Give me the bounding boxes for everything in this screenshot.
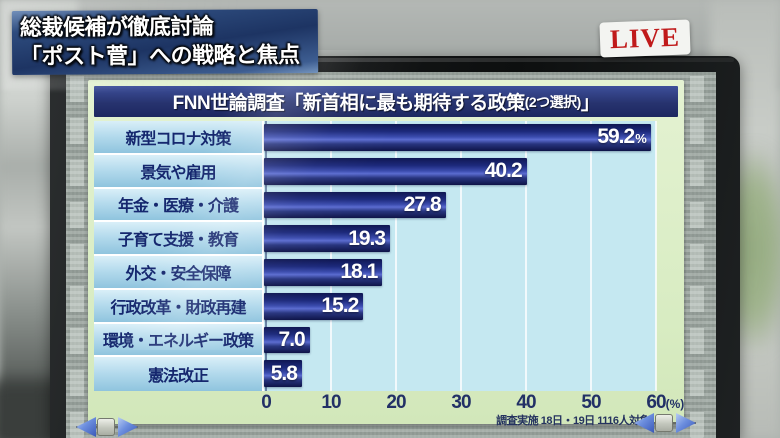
row-plot: 7.0 bbox=[264, 324, 656, 358]
x-tick-label: 50 bbox=[581, 392, 601, 413]
row-plot: 19.3 bbox=[264, 222, 656, 256]
x-tick-label: 20 bbox=[386, 392, 406, 413]
bar: 40.2 bbox=[264, 157, 527, 185]
chart-row: 新型コロナ対策 59.2% bbox=[94, 121, 656, 155]
gridline bbox=[394, 121, 397, 391]
x-tick-label: 60 (%) bbox=[646, 392, 685, 413]
pager-page-box[interactable] bbox=[97, 418, 115, 436]
x-tick-label: 30 bbox=[451, 392, 471, 413]
chart-row: 外交・安全保障 18.1 bbox=[94, 256, 656, 290]
chart-row: 年金・医療・介護 27.8 bbox=[94, 188, 656, 223]
category-label: 行政改革・財政再建 bbox=[94, 289, 264, 324]
row-plot: 27.8 bbox=[264, 189, 656, 223]
gridline bbox=[329, 121, 332, 391]
watermark-strip-right bbox=[690, 72, 704, 438]
bar-value-label: 40.2 bbox=[484, 159, 523, 183]
chart-plot-area: 新型コロナ対策 59.2% 景気や雇用 40.2 年金・医療・介護 27.8 子… bbox=[94, 121, 657, 391]
category-label: 子育て支援・教育 bbox=[94, 222, 264, 256]
monitor-screen: FNN世論調査「新首相に最も期待する政策 (2つ選択)」 新型コロナ対策 59.2… bbox=[66, 72, 716, 438]
pager-control-right bbox=[634, 412, 696, 434]
category-label: 憲法改正 bbox=[94, 357, 264, 391]
row-plot: 18.1 bbox=[264, 256, 656, 290]
survey-footnote: 調査実施 18日・19日 1116人対象 bbox=[496, 415, 650, 427]
bar: 7.0 bbox=[264, 326, 310, 354]
row-plot: 5.8 bbox=[264, 357, 656, 391]
x-tick-label: 40 bbox=[516, 392, 536, 413]
poll-chart-card: FNN世論調査「新首相に最も期待する政策 (2つ選択)」 新型コロナ対策 59.2… bbox=[88, 80, 684, 427]
monitor-bezel-highlight bbox=[54, 58, 734, 62]
bar-value-label: 27.8 bbox=[403, 192, 442, 216]
bar: 15.2 bbox=[264, 292, 364, 320]
category-label: 景気や雇用 bbox=[94, 154, 264, 189]
headline-line-1: 総裁候補が徹底討論 bbox=[19, 13, 214, 41]
previous-arrow-icon[interactable] bbox=[76, 417, 96, 437]
x-axis: 0 10 20 30 40 50 60 (%) bbox=[261, 392, 684, 414]
pager-page-box[interactable] bbox=[655, 414, 673, 432]
chart-title-main: FNN世論調査「新首相に最も期待する政策 bbox=[172, 93, 526, 114]
row-plot: 40.2 bbox=[264, 155, 656, 189]
bar-value-label: 59.2% bbox=[597, 125, 647, 149]
chart-row: 行政改革・財政再建 15.2 bbox=[94, 289, 656, 324]
bar-value-label: 5.8 bbox=[270, 361, 298, 385]
bar: 27.8 bbox=[264, 191, 446, 219]
next-arrow-icon[interactable] bbox=[676, 413, 696, 433]
pager-control-left bbox=[76, 416, 138, 438]
gridline bbox=[655, 121, 657, 391]
bar-value-label: 18.1 bbox=[340, 260, 378, 284]
headline-line-2: 「ポスト菅」への戦略と焦点 bbox=[20, 42, 300, 70]
gridlines bbox=[265, 121, 657, 391]
x-tick-label: 10 bbox=[321, 392, 341, 413]
chart-row: 景気や雇用 40.2 bbox=[94, 154, 656, 189]
category-label: 新型コロナ対策 bbox=[94, 121, 264, 155]
category-label: 年金・医療・介護 bbox=[94, 188, 264, 223]
bar: 18.1 bbox=[264, 259, 383, 286]
bar-value-label: 7.0 bbox=[278, 327, 306, 351]
gridline bbox=[524, 121, 527, 391]
axis-unit-suffix: (%) bbox=[665, 397, 685, 411]
bar-value-label: 19.3 bbox=[348, 226, 386, 250]
chart-title-close: 」 bbox=[580, 93, 600, 114]
category-label: 環境・エネルギー政策 bbox=[94, 323, 264, 358]
bar: 5.8 bbox=[264, 360, 302, 387]
chart-title-note: (2つ選択) bbox=[524, 93, 582, 110]
bar: 59.2% bbox=[264, 124, 651, 151]
row-plot: 15.2 bbox=[264, 290, 656, 324]
gridline bbox=[265, 121, 267, 391]
chart-row: 子育て支援・教育 19.3 bbox=[94, 222, 656, 256]
watermark-strip-left bbox=[70, 72, 84, 438]
gridline bbox=[590, 121, 592, 391]
x-tick-label: 0 bbox=[261, 392, 272, 413]
headline-banner: 総裁候補が徹底討論 「ポスト菅」への戦略と焦点 bbox=[11, 8, 319, 76]
live-badge: LIVE bbox=[599, 19, 691, 58]
bar-value-label: 15.2 bbox=[321, 294, 359, 318]
chart-row: 憲法改正 5.8 bbox=[94, 357, 656, 391]
chart-row: 環境・エネルギー政策 7.0 bbox=[94, 323, 656, 358]
category-label: 外交・安全保障 bbox=[94, 256, 264, 290]
percent-suffix: % bbox=[635, 131, 647, 147]
next-arrow-icon[interactable] bbox=[118, 417, 138, 437]
chart-title: FNN世論調査「新首相に最も期待する政策 (2つ選択)」 bbox=[94, 86, 678, 117]
previous-arrow-icon[interactable] bbox=[634, 413, 654, 433]
gridline bbox=[460, 121, 462, 391]
bar: 19.3 bbox=[264, 225, 391, 252]
row-plot: 59.2% bbox=[264, 121, 656, 155]
